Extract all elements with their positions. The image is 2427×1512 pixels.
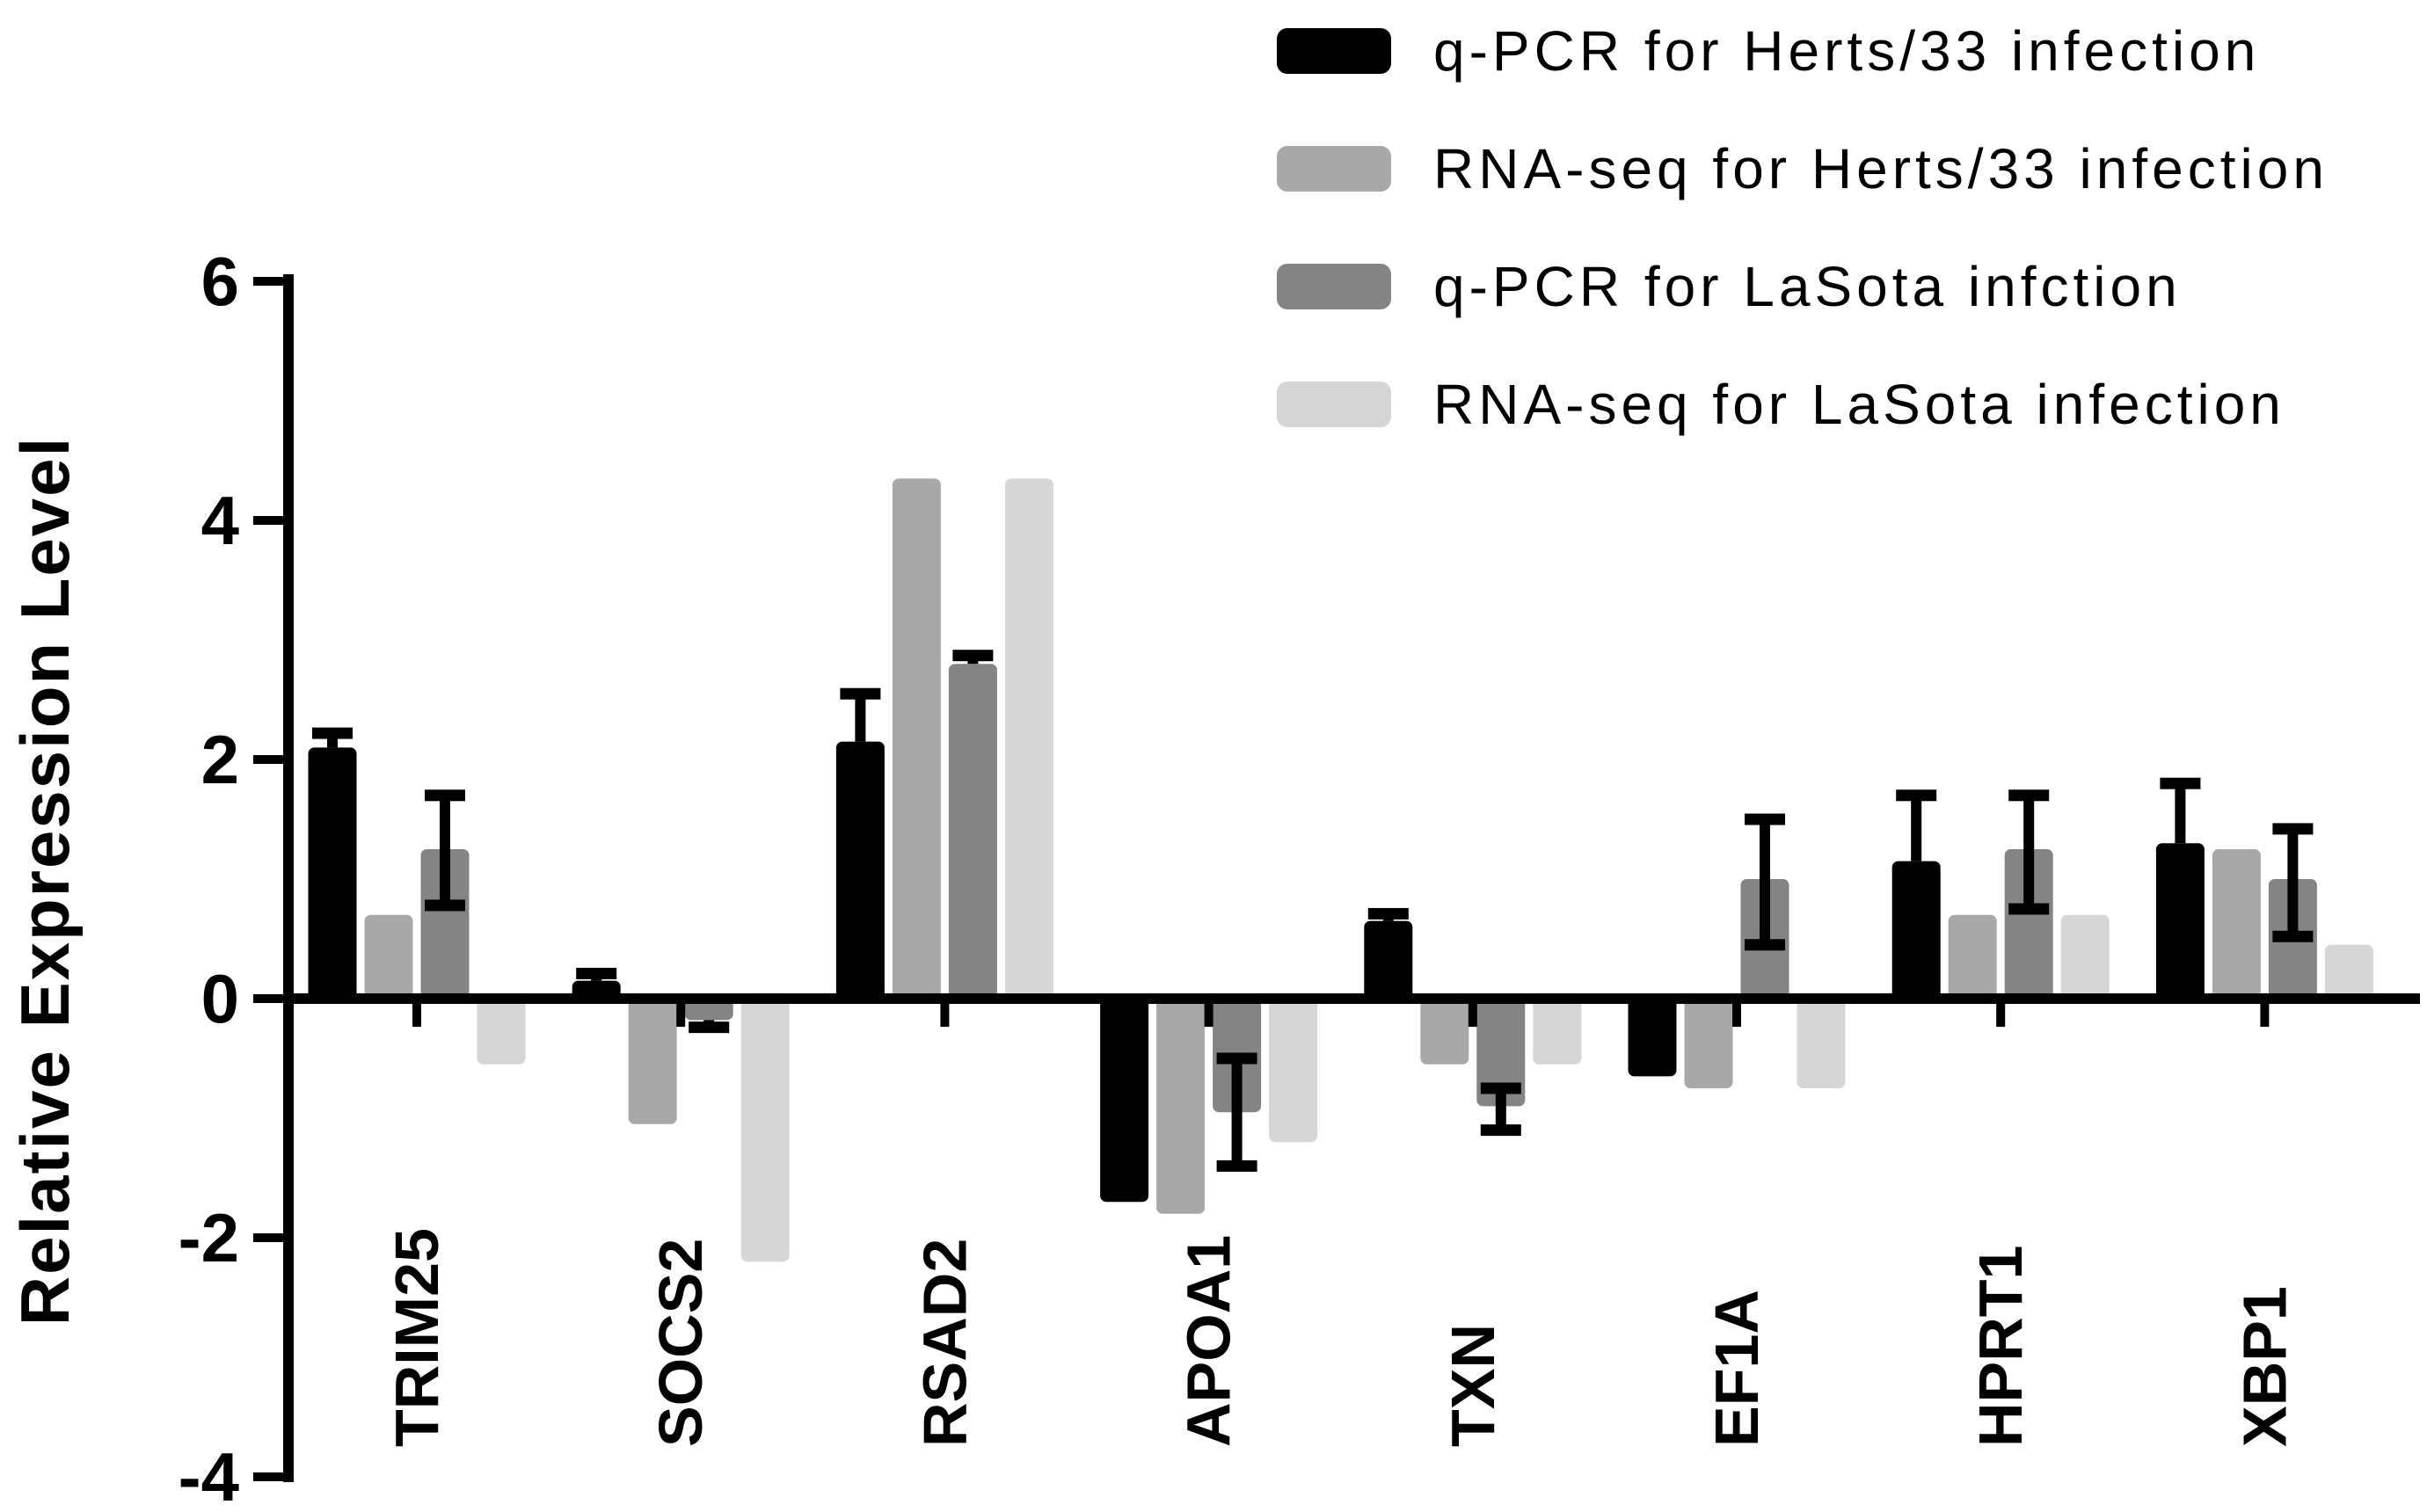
x-tick-RSAD2 [940,999,950,1027]
x-category-label-TXN: TXN [1439,1324,1507,1447]
x-tick-APOA1 [1204,999,1214,1027]
error-cap-bottom-s2-TXN [1480,1124,1521,1137]
x-tick-HPRT1 [1996,999,2006,1027]
legend-label-0: q-PCR for Herts/33 infection [1433,19,2260,83]
x-category-label-SOCS2: SOCS2 [646,1239,715,1447]
bar-s0-HPRT1 [1891,861,1941,1004]
error-cap-bottom-s2-HPRT1 [2008,903,2050,915]
bar-s2-HPRT1 [2004,849,2053,1004]
y-tick-6 [253,277,283,286]
error-cap-top-s2-XBP1 [2272,823,2314,835]
error-cap-bottom-s2-SOCS2 [689,1021,730,1034]
error-cap-top-s2-TXN [1480,1082,1521,1094]
error-bar-s2-XBP1 [2287,828,2299,937]
bar-s1-HPRT1 [1948,914,1997,1004]
bar-s3-APOA1 [1269,993,1318,1143]
y-tick-label-2: 2 [201,721,239,798]
x-tick-EF1A [1732,999,1741,1027]
error-cap-top-s2-RSAD2 [952,650,994,662]
y-axis-title: Relative Expression Level [6,436,84,1326]
y-tick-2 [253,755,283,764]
bar-s0-TRIM25 [308,747,357,1004]
bar-s2-TRIM25 [420,849,470,1004]
bar-s1-SOCS2 [628,993,677,1124]
error-cap-top-s0-XBP1 [2160,777,2201,789]
bar-s0-TXN [1364,920,1413,1004]
bar-s1-APOA1 [1156,993,1206,1214]
bar-s0-RSAD2 [835,741,885,1004]
bar-s0-APOA1 [1100,993,1149,1203]
bar-s2-RSAD2 [948,664,997,1004]
y-tick--4 [253,1472,283,1481]
y-tick--2 [253,1233,283,1242]
legend-swatch-2 [1277,264,1391,309]
error-cap-bottom-s2-XBP1 [2272,930,2314,942]
error-cap-bottom-s2-EF1A [1745,939,1785,951]
error-cap-top-s0-TXN [1367,907,1409,920]
error-cap-top-s2-EF1A [1745,813,1785,825]
error-bar-s2-APOA1 [1231,1058,1243,1167]
error-bar-s2-EF1A [1760,819,1770,945]
x-tick-SOCS2 [676,999,686,1027]
error-cap-top-s2-APOA1 [1216,1052,1257,1065]
error-cap-top-s0-SOCS2 [576,967,617,979]
error-cap-bottom-s2-TRIM25 [425,899,465,912]
legend-swatch-0 [1277,28,1391,74]
bar-s3-TXN [1533,993,1582,1065]
y-tick-4 [253,516,283,525]
x-category-label-HPRT1: HPRT1 [1966,1246,2035,1447]
error-cap-bottom-s2-APOA1 [1216,1159,1257,1172]
legend-label-2: q-PCR for LaSota infction [1433,255,2182,318]
y-axis-line [283,274,294,1482]
x-category-label-RSAD2: RSAD2 [910,1239,979,1447]
error-cap-top-s0-HPRT1 [1896,789,1937,802]
legend-label-1: RNA-seq for Herts/33 infection [1433,137,2329,200]
x-category-label-XBP1: XBP1 [2230,1286,2299,1447]
error-cap-top-s2-HPRT1 [2008,789,2050,802]
bar-s3-RSAD2 [1004,478,1053,1004]
x-category-label-EF1A: EF1A [1702,1290,1771,1447]
legend-swatch-3 [1277,382,1391,427]
bar-s3-SOCS2 [740,993,790,1262]
bar-s0-EF1A [1628,993,1677,1077]
error-cap-top-s0-TRIM25 [312,727,353,739]
y-tick-label-6: 6 [201,243,239,320]
y-tick-label-0: 0 [201,960,239,1037]
x-axis-line [283,993,2420,1004]
error-bar-s2-TXN [1495,1088,1506,1130]
legend-label-3: RNA-seq for LaSota infection [1433,373,2285,436]
bar-s3-EF1A [1797,993,1846,1088]
bar-s3-HPRT1 [2060,914,2110,1004]
y-tick-label-4: 4 [201,482,239,559]
error-cap-top-s2-TRIM25 [425,789,465,802]
y-tick-label--4: -4 [179,1438,239,1512]
bar-s1-EF1A [1684,993,1733,1088]
error-bar-s2-TRIM25 [440,795,450,905]
bar-s1-RSAD2 [892,478,941,1004]
bar-s3-XBP1 [2324,944,2373,1004]
x-tick-TXN [1468,999,1477,1027]
bar-s1-TXN [1420,993,1469,1065]
error-bar-s0-XBP1 [2175,783,2186,844]
bar-s1-TRIM25 [364,914,413,1004]
bar-s3-TRIM25 [477,993,526,1065]
x-category-label-TRIM25: TRIM25 [383,1228,451,1447]
bar-s0-XBP1 [2155,843,2205,1004]
bar-s2-TXN [1476,993,1526,1107]
error-bar-s0-RSAD2 [855,694,866,742]
x-tick-XBP1 [2260,999,2270,1027]
error-cap-top-s0-RSAD2 [840,687,881,700]
y-tick-0 [253,994,283,1003]
legend-swatch-1 [1277,146,1391,192]
x-category-label-APOA1: APOA1 [1175,1235,1243,1447]
error-bar-s2-HPRT1 [2023,795,2035,909]
bar-s1-XBP1 [2212,849,2261,1004]
x-tick-TRIM25 [412,999,421,1027]
error-bar-s0-HPRT1 [1911,795,1922,861]
y-tick-label--2: -2 [179,1199,239,1276]
